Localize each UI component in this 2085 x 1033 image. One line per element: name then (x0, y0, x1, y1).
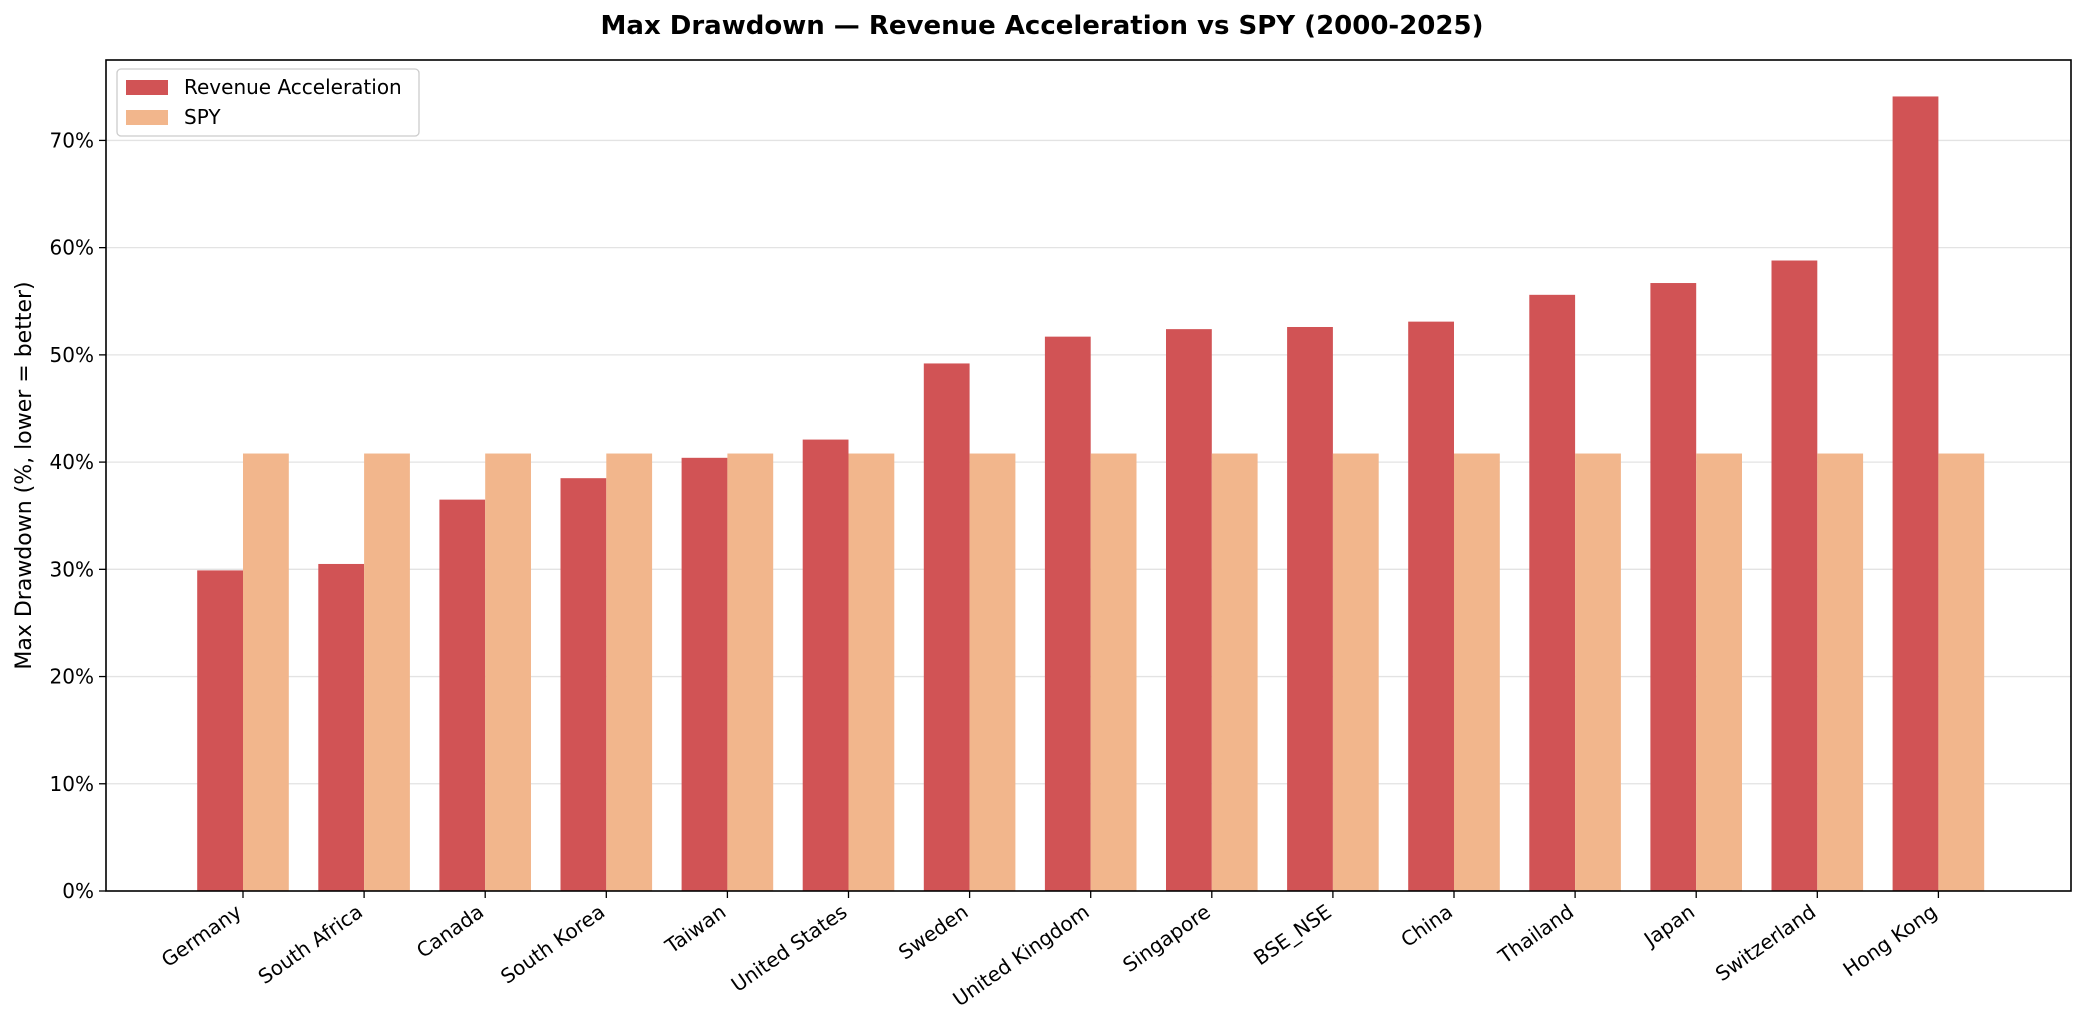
chart-title: Max Drawdown — Revenue Acceleration vs S… (601, 11, 1484, 41)
x-tick-label: United States (727, 899, 852, 996)
bar-spy (1696, 453, 1742, 891)
x-tick-label: Switzerland (1711, 899, 1820, 986)
x-tick-label: Hong Kong (1838, 899, 1941, 981)
bar-revenue-acceleration (802, 439, 849, 891)
bar-spy (364, 453, 410, 891)
x-tick-label: Japan (1638, 899, 1699, 952)
bar-revenue-acceleration (1166, 329, 1212, 891)
y-axis-label: Max Drawdown (%, lower = better) (12, 281, 37, 669)
x-tick-label: BSE_NSE (1249, 899, 1336, 970)
bar-spy (606, 453, 653, 891)
bar-revenue-acceleration (1044, 336, 1091, 891)
legend-swatch (126, 80, 168, 95)
legend-label: SPY (184, 105, 221, 129)
bar-spy (1090, 453, 1137, 891)
bar-spy (243, 453, 289, 891)
x-tick-label: Thailand (1493, 899, 1578, 968)
y-tick-label: 70% (50, 128, 94, 152)
x-tick-label: Singapore (1118, 899, 1214, 977)
bars (197, 96, 1985, 891)
plot-frame (105, 59, 2072, 892)
y-axis-ticks: 0% 10% 20% 30% 40% 50% 60% 70% (50, 128, 106, 903)
bar-revenue-acceleration (1408, 321, 1454, 891)
bar-spy (1211, 453, 1258, 891)
x-tick-label: Canada (412, 899, 488, 962)
bar-spy (1938, 453, 1985, 891)
x-tick-label: South Korea (496, 899, 609, 988)
y-tick-label: 50% (50, 343, 94, 367)
bar-revenue-acceleration (923, 363, 970, 891)
x-tick-label: China (1396, 899, 1457, 951)
bar-spy (1332, 453, 1379, 891)
bar-revenue-acceleration (197, 570, 243, 891)
bar-revenue-acceleration (1892, 96, 1939, 891)
bar-revenue-acceleration (439, 499, 486, 891)
x-tick-label: South Africa (254, 899, 367, 988)
x-tick-label: Taiwan (660, 899, 730, 958)
bar-revenue-acceleration (1529, 294, 1576, 891)
y-tick-label: 20% (50, 665, 94, 689)
bar-spy (727, 453, 774, 891)
bar-revenue-acceleration (681, 457, 728, 891)
x-tick-label: Sweden (894, 899, 973, 964)
bar-spy (485, 453, 531, 891)
legend-label: Revenue Acceleration (184, 75, 402, 99)
legend: Revenue Acceleration SPY (116, 68, 420, 137)
x-axis-ticks: Germany South Africa Canada South Korea Taiw… (157, 891, 1941, 1011)
bar-revenue-acceleration (560, 478, 607, 891)
bar-spy (1575, 453, 1621, 891)
bar-revenue-acceleration (1287, 326, 1333, 891)
bar-spy (969, 453, 1016, 891)
bar-spy (1454, 453, 1500, 891)
x-tick-label: Germany (157, 899, 246, 971)
y-tick-label: 30% (50, 557, 94, 581)
y-tick-label: 60% (50, 236, 94, 260)
y-tick-label: 40% (50, 450, 94, 474)
bar-spy (1817, 453, 1864, 891)
legend-box (116, 68, 420, 137)
bar-revenue-acceleration (318, 563, 365, 891)
bar-revenue-acceleration (1771, 260, 1818, 891)
y-tick-label: 0% (62, 879, 94, 903)
bar-revenue-acceleration (1650, 283, 1697, 891)
legend-swatch (126, 110, 168, 125)
y-tick-label: 10% (50, 772, 94, 796)
bar-spy (848, 453, 895, 891)
